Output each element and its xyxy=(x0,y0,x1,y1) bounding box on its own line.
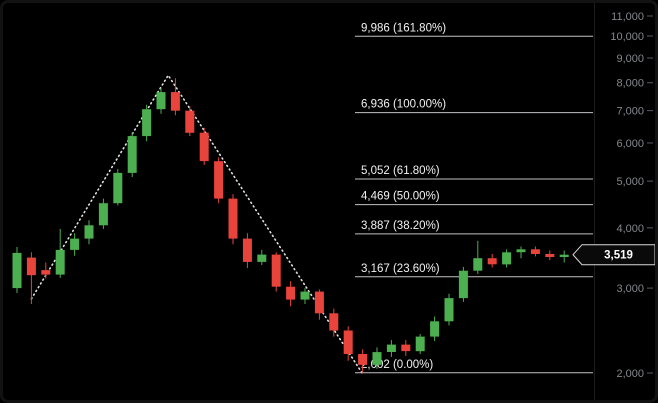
fib-level-label: 5,052 (61.80%) xyxy=(361,165,440,177)
candle-up xyxy=(12,252,22,289)
fib-level-label: 6,936 (100.00%) xyxy=(361,99,446,111)
fib-level-label: 4,469 (50.00%) xyxy=(361,191,440,203)
candle-down xyxy=(41,270,51,275)
price-axis-label[interactable]: 9,000 xyxy=(616,53,644,65)
candle-up xyxy=(98,203,108,226)
fib-level-label: 3,167 (23.60%) xyxy=(361,263,440,275)
candle-up xyxy=(156,92,166,110)
fib-level-label: 9,986 (161.80%) xyxy=(361,22,446,34)
fib-level-label: 2,002 (0.00%) xyxy=(361,359,433,371)
candle-down xyxy=(286,286,296,300)
candle-up xyxy=(84,225,94,239)
price-axis-label[interactable]: 4,000 xyxy=(616,223,644,235)
last-price-label: 3,519 xyxy=(604,250,633,262)
candle-up xyxy=(300,291,310,300)
price-axis-label[interactable]: 2,000 xyxy=(616,368,644,380)
price-axis-label[interactable]: 8,000 xyxy=(616,78,644,90)
candle-down xyxy=(530,249,540,254)
candle-down xyxy=(185,110,195,133)
candle-down xyxy=(314,291,324,314)
candle-down xyxy=(487,258,497,265)
candle-up xyxy=(473,258,483,271)
candle-up xyxy=(257,254,267,262)
candlestick-chart[interactable]: 11,000 10,000 9,000 8,000 7,000 6,000 5,000 4,0… xyxy=(3,3,658,403)
candle-down xyxy=(26,257,36,276)
candle-down xyxy=(329,313,339,331)
candle-down xyxy=(214,161,224,199)
candle-down xyxy=(170,92,180,111)
candle-down xyxy=(228,198,238,239)
candle-up xyxy=(444,298,454,322)
candle-up xyxy=(430,321,440,337)
candle-up xyxy=(70,238,80,250)
fib-level-label: 3,887 (38.20%) xyxy=(361,220,440,232)
candle-up xyxy=(516,249,526,253)
candle-up xyxy=(142,109,152,137)
price-axis-label[interactable]: 6,000 xyxy=(616,138,644,150)
price-axis-label[interactable]: 7,000 xyxy=(616,106,644,118)
candle-down xyxy=(199,132,209,162)
candle-down xyxy=(271,254,281,287)
candle-down xyxy=(343,330,353,354)
price-axis-label[interactable]: 10,000 xyxy=(610,31,644,43)
price-axis-label[interactable]: 5,000 xyxy=(616,176,644,188)
candle-down xyxy=(545,254,555,257)
candle-up xyxy=(372,352,382,365)
last-price-badge xyxy=(572,244,655,266)
price-axis-label[interactable]: 3,000 xyxy=(616,283,644,295)
candle-up xyxy=(559,254,569,257)
candle-up xyxy=(127,136,137,173)
candle-up xyxy=(458,270,468,299)
candle-up xyxy=(415,336,425,352)
candle-up xyxy=(502,252,512,265)
candle-down xyxy=(358,354,368,365)
candle-up xyxy=(386,344,396,352)
price-axis-label[interactable]: 11,000 xyxy=(611,11,644,23)
candle-up xyxy=(55,249,65,275)
fib-trendline[interactable] xyxy=(30,73,364,375)
candle-down xyxy=(242,238,252,262)
candle-up xyxy=(113,172,123,204)
candle-down xyxy=(401,344,411,352)
